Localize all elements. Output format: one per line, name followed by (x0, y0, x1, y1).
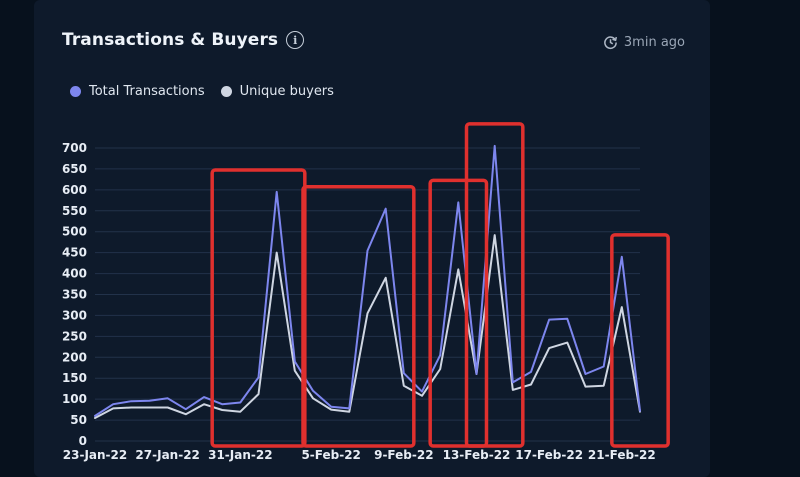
x-tick-label: 27-Jan-22 (135, 448, 199, 462)
series-line-total-transactions[interactable] (94, 144, 641, 417)
title-row: Transactions & Buyers i (62, 30, 305, 50)
y-tick-label: 0 (79, 434, 87, 448)
series-lines (94, 144, 641, 419)
last-updated: 3min ago (603, 35, 685, 50)
y-tick-label: 400 (62, 267, 87, 281)
updated-text: 3min ago (623, 35, 685, 50)
highlight-boxes (210, 122, 670, 448)
chart-title: Transactions & Buyers (62, 30, 279, 50)
highlight-box (301, 184, 416, 448)
legend-swatch-unique (220, 86, 232, 97)
refresh-clock-icon[interactable] (603, 35, 618, 50)
y-tick-label: 350 (62, 288, 87, 302)
y-tick-label: 650 (62, 162, 87, 176)
y-tick-label: 50 (70, 413, 87, 427)
x-tick-label: 13-Feb-22 (443, 448, 511, 462)
chart-legend: Total Transactions Unique buyers (70, 84, 334, 99)
legend-item-total-transactions[interactable]: Total Transactions (70, 84, 205, 99)
legend-label-total: Total Transactions (89, 84, 205, 99)
y-tick-label: 200 (62, 350, 87, 364)
x-tick-label: 17-Feb-22 (515, 448, 583, 462)
y-tick-label: 500 (62, 225, 87, 239)
x-tick-label: 5-Feb-22 (301, 448, 360, 462)
info-icon[interactable]: i (286, 31, 305, 49)
y-tick-label: 600 (62, 183, 87, 197)
legend-swatch-total (70, 86, 81, 97)
x-tick-label: 23-Jan-22 (63, 448, 127, 462)
y-tick-label: 100 (62, 392, 87, 406)
gridlines (95, 147, 640, 442)
x-tick-label: 21-Feb-22 (588, 448, 656, 462)
highlight-box (210, 168, 307, 448)
y-tick-label: 250 (62, 329, 87, 343)
y-tick-label: 450 (62, 246, 87, 260)
y-tick-label: 550 (62, 204, 87, 218)
highlight-box (610, 233, 670, 448)
highlight-box (428, 178, 489, 448)
legend-label-unique: Unique buyers (239, 84, 334, 99)
x-tick-label: 9-Feb-22 (374, 448, 433, 462)
y-axis-ticks: 0 50 100 150 200 250 300 350 400 450 500 550 600 650 7… (62, 141, 87, 448)
x-tick-label: 31-Jan-22 (208, 448, 272, 462)
y-tick-label: 700 (62, 141, 87, 155)
x-axis-ticks: 23-Jan-22 27-Jan-22 31-Jan-22 5-Feb-22 9-Feb… (63, 448, 656, 462)
y-tick-label: 150 (62, 371, 87, 385)
y-tick-label: 300 (62, 308, 87, 322)
highlight-box (464, 122, 525, 448)
legend-item-unique-buyers[interactable]: Unique buyers (220, 84, 334, 99)
series-line-unique-buyers[interactable] (94, 234, 641, 419)
